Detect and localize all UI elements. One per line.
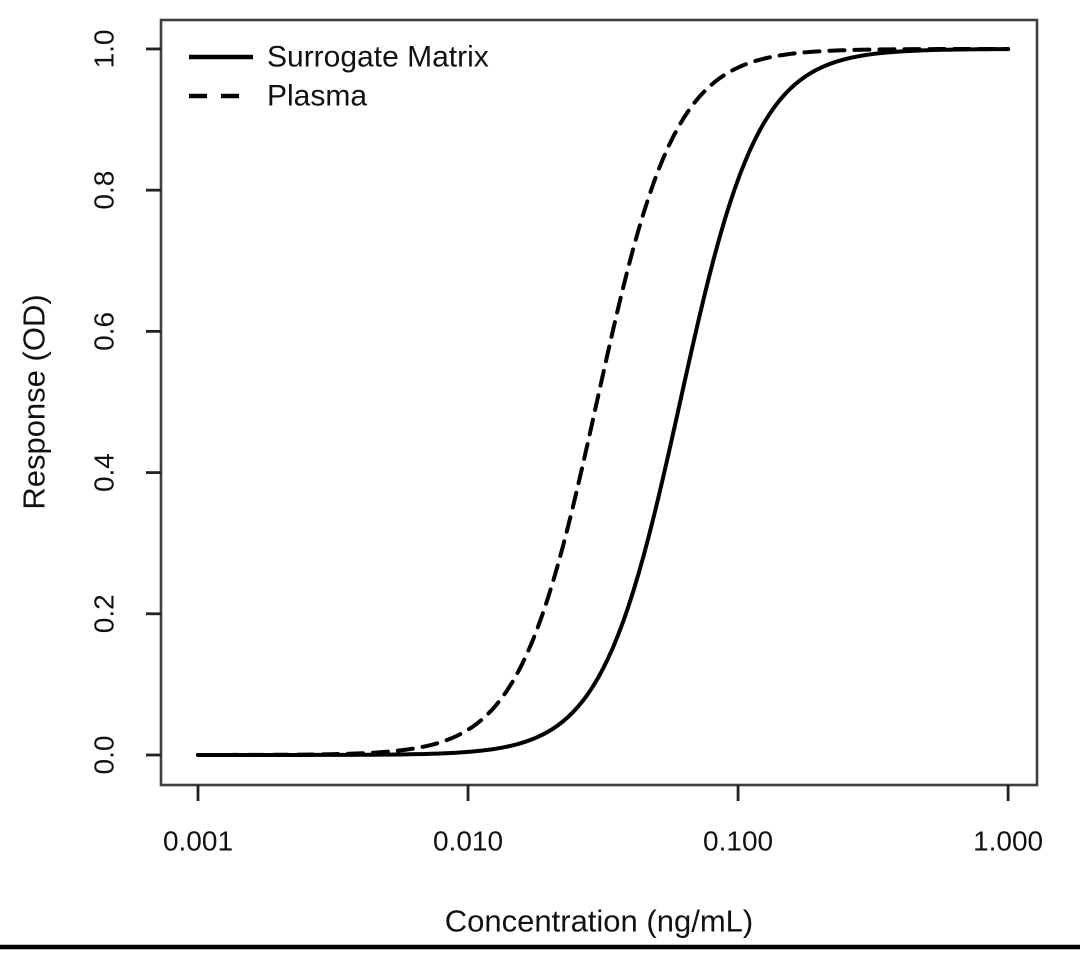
legend-label-plasma: Plasma xyxy=(267,80,367,113)
x-tick-label: 0.100 xyxy=(703,826,773,857)
y-axis-ticks: 0.0 0.2 0.4 0.6 0.8 1.0 xyxy=(89,29,161,775)
legend: Surrogate Matrix Plasma xyxy=(189,41,489,113)
x-tick-label: 0.001 xyxy=(163,826,233,857)
y-tick-label: 0.6 xyxy=(89,312,120,351)
curve-plasma xyxy=(196,46,1011,757)
x-tick-label: 0.010 xyxy=(433,826,503,857)
x-axis-ticks: 0.001 0.010 0.100 1.000 xyxy=(163,785,1043,857)
y-tick-label: 0.0 xyxy=(89,736,120,775)
curve-surrogate-matrix xyxy=(196,47,1011,757)
x-tick-label: 1.000 xyxy=(973,826,1043,857)
y-axis-title: Response (OD) xyxy=(17,294,52,509)
curves-group xyxy=(196,46,1011,757)
y-tick-label: 1.0 xyxy=(89,29,120,68)
plot-area-frame xyxy=(159,18,1039,787)
y-tick-label: 0.2 xyxy=(89,594,120,633)
x-axis-title: Concentration (ng/mL) xyxy=(445,904,753,939)
y-tick-label: 0.4 xyxy=(89,453,120,492)
y-tick-label: 0.8 xyxy=(89,171,120,210)
legend-label-surrogate-matrix: Surrogate Matrix xyxy=(267,41,489,74)
